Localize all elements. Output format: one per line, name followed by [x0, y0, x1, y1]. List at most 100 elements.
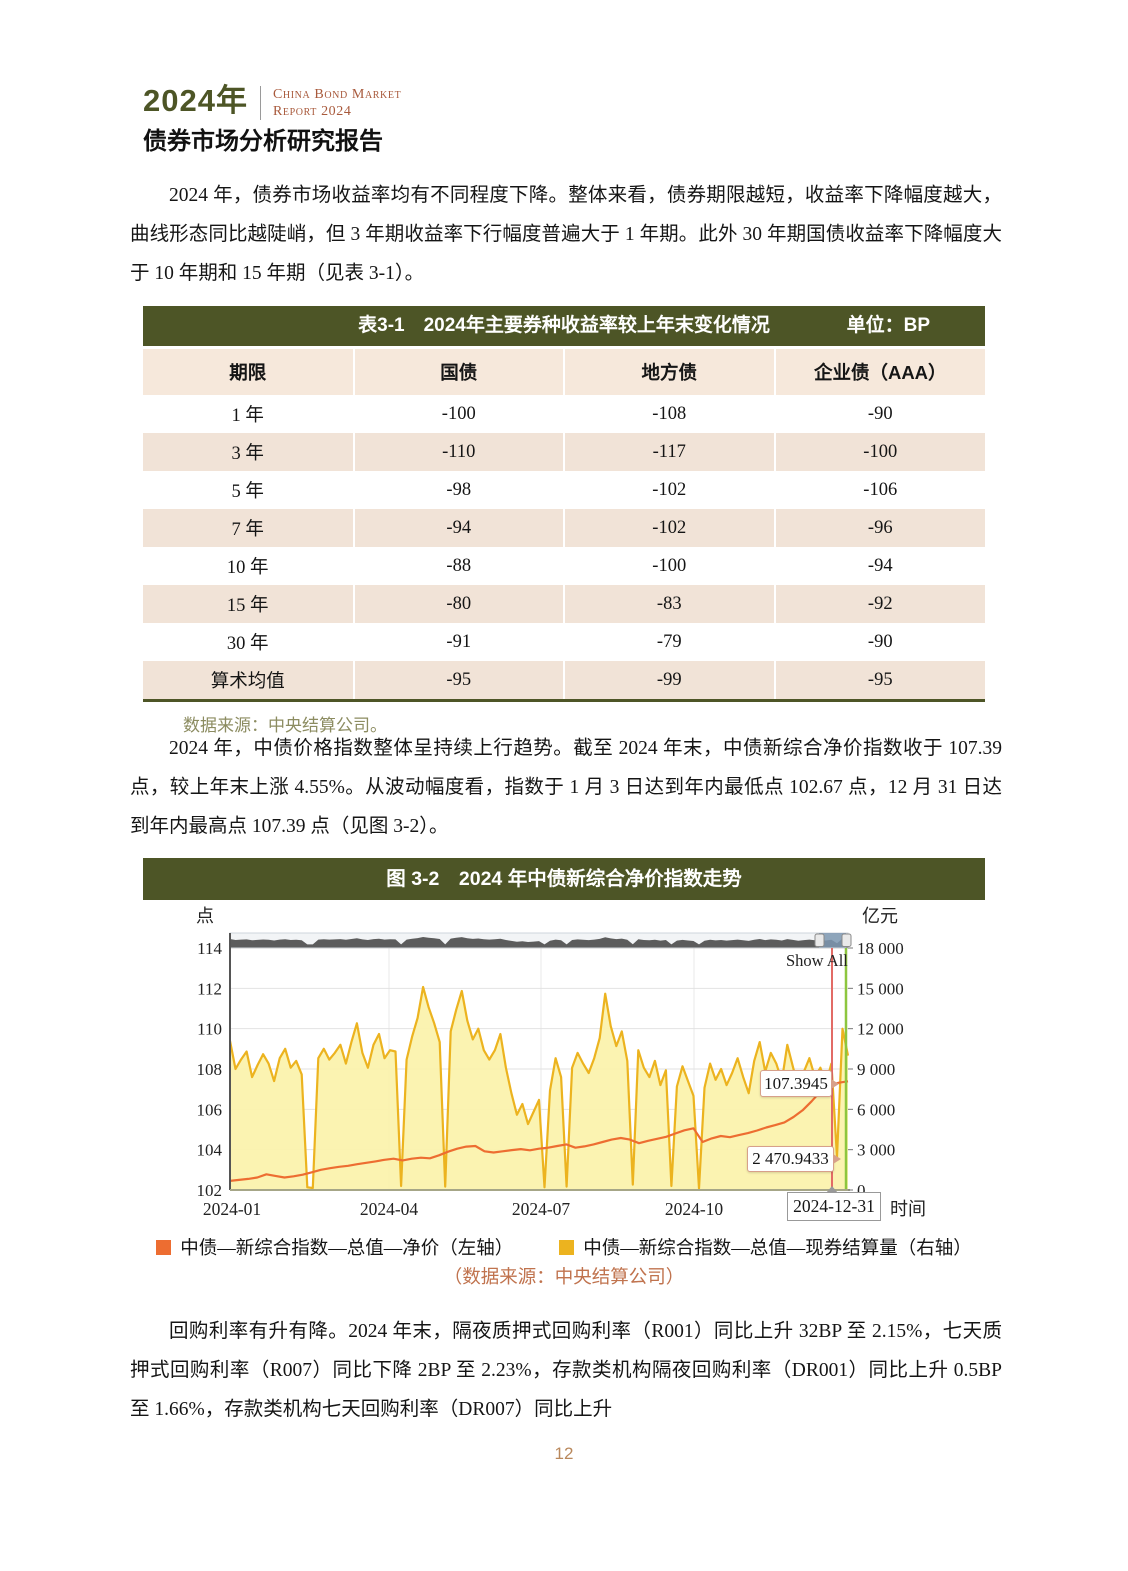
svg-text:3 000: 3 000 — [857, 1141, 895, 1160]
table-cell: -100 — [563, 547, 775, 585]
legend-label: 中债—新综合指数—总值—净价（左轴） — [180, 1239, 514, 1259]
table-3-1-block: 表3-1 2024年主要券种收益率较上年末变化情况 单位：BP 期限 国债 地方债企… — [143, 306, 985, 736]
table-row: 15 年 -80 -83 -92 — [143, 585, 985, 623]
x-axis-title: 时间 — [890, 1199, 926, 1219]
zoom-window[interactable] — [819, 933, 846, 948]
brand-block: 2024年 China Bond Market Report 2024 — [143, 84, 401, 120]
figure-chart-canvas[interactable]: 102 104 106 108 110 112 114 0 3 000 6 000 9 000 12 … — [143, 900, 1005, 1230]
table-cell: 15 年 — [143, 585, 354, 623]
table-cell: -95 — [352, 661, 564, 701]
table-cell: -106 — [773, 471, 985, 509]
axis-pointer-label: 2024-12-31 — [787, 1186, 881, 1221]
chart-legend: 中债—新综合指数—总值—净价（左轴） 中债—新综合指数—总值—现券结算量（右轴） — [0, 1234, 1128, 1260]
brand-english: China Bond Market Report 2024 — [273, 84, 401, 120]
table-cell: 5 年 — [231, 482, 264, 502]
brand-divider — [259, 86, 261, 120]
table-cell: 30 年 — [226, 634, 269, 654]
table-cell: 3 年 — [143, 433, 354, 471]
table-cell: -100 — [352, 395, 564, 433]
svg-text:18 000: 18 000 — [857, 939, 904, 958]
table-cell: 7 年 — [143, 509, 354, 547]
show-all-button[interactable]: Show All — [786, 951, 848, 970]
table-cell: -102 — [563, 471, 775, 509]
svg-text:2024-10: 2024-10 — [665, 1199, 724, 1219]
table-cell: -79 — [563, 623, 775, 661]
figure-chart: 102 104 106 108 110 112 114 0 3 000 6 000 9 000 12 … — [143, 900, 1005, 1230]
slider-handle-icon[interactable] — [814, 933, 825, 947]
table-unit: 单位：BP — [846, 315, 930, 336]
svg-text:112: 112 — [197, 979, 222, 998]
left-axis-ticks: 102 104 106 108 110 112 114 — [197, 939, 223, 1200]
table-row: 算术均值 -95 -99 -95 — [143, 661, 985, 701]
svg-text:114: 114 — [197, 939, 222, 958]
svg-text:106: 106 — [197, 1100, 223, 1119]
svg-text:0: 0 — [857, 1181, 866, 1200]
brand-en-line1: China Bond Market — [272, 87, 402, 102]
table-header-row: 期限 国债 地方债 企业债（AAA） — [143, 349, 985, 395]
legend-swatch-icon — [156, 1239, 172, 1255]
table-source-note: 数据来源：中央结算公司。 — [183, 716, 387, 735]
volume-line — [228, 985, 850, 1190]
figure-title-bar: 图 3-2 2024 年中债新综合净价指数走势 — [143, 858, 985, 900]
table-cell: -108 — [563, 395, 775, 433]
volume-area — [230, 987, 848, 1190]
table-cell: -94 — [352, 509, 564, 547]
brand-year: 2024年 — [143, 83, 248, 118]
table-cell: -102 — [563, 509, 775, 547]
price-line — [229, 1080, 849, 1182]
right-axis-ticks: 0 3 000 6 000 9 000 12 000 15 000 18 000 — [848, 939, 904, 1200]
legend-item[interactable]: 中债—新综合指数—总值—净价（左轴） — [156, 1234, 513, 1260]
table-cell: -90 — [773, 623, 985, 661]
navigator-preview — [230, 937, 848, 948]
table-cell: -99 — [563, 661, 775, 701]
table-cell: -90 — [773, 395, 985, 433]
table-cell: -83 — [563, 585, 775, 623]
table-cell: -88 — [352, 547, 564, 585]
table-column-header: 国债 — [352, 349, 564, 395]
table-column-header: 地方债 — [563, 349, 775, 395]
svg-text:110: 110 — [197, 1020, 222, 1039]
legend-item[interactable]: 中债—新综合指数—总值—现券结算量（右轴） — [559, 1234, 972, 1260]
table-column-header: 企业债（AAA） — [773, 349, 985, 395]
right-axis-title: 亿元 — [862, 906, 898, 926]
svg-text:104: 104 — [197, 1141, 223, 1160]
paragraph-yields: 2024 年，债券市场收益率均有不同程度下降。整体来看，债券期限越短，收益率下降… — [130, 185, 1002, 284]
doc-title: 债券市场分析研究报告 — [143, 129, 383, 155]
price-tooltip: 107.3945 — [760, 1070, 839, 1097]
figure-caption: （数据来源：中央结算公司） — [443, 1266, 685, 1287]
table-cell: -95 — [773, 661, 985, 701]
legend-label: 中债—新综合指数—总值—现券结算量（右轴） — [583, 1239, 972, 1259]
table-title-bar: 表3-1 2024年主要券种收益率较上年末变化情况 单位：BP — [143, 306, 985, 346]
svg-text:9 000: 9 000 — [857, 1060, 895, 1079]
x-axis-ticks: 2024-01 2024-04 2024-07 2024-10 — [203, 1199, 724, 1219]
page-number: 12 — [554, 1444, 574, 1463]
table-row: 30 年 -91 -79 -90 — [143, 623, 985, 661]
svg-text:15 000: 15 000 — [857, 979, 904, 998]
table-cell: -117 — [563, 433, 775, 471]
paragraph-repo-rates: 回购利率有升有降。2024 年末，隔夜质押式回购利率（R001）同比上升 32B… — [130, 1321, 1002, 1420]
paragraph-index: 2024 年，中债价格指数整体呈持续上行趋势。截至 2024 年末，中债新综合净… — [130, 738, 1002, 837]
table-row: 7 年 -94 -102 -96 — [143, 509, 985, 547]
left-axis-title: 点 — [196, 906, 214, 926]
svg-text:108: 108 — [197, 1060, 223, 1079]
table-cell: -100 — [773, 433, 985, 471]
svg-text:2024-01: 2024-01 — [203, 1199, 261, 1219]
table-row: 5 年 -98 -102 -106 — [143, 471, 985, 509]
table-row: 10 年 -88 -100 -94 — [143, 547, 985, 585]
table-title: 表3-1 2024年主要券种收益率较上年末变化情况 — [358, 315, 770, 336]
volume-tooltip: 2 470.9433 — [747, 1146, 841, 1172]
data-zoom-slider[interactable] — [229, 932, 852, 948]
table-cell: -91 — [352, 623, 564, 661]
slider-handle-icon[interactable] — [841, 933, 852, 947]
table-column-header: 期限 — [143, 349, 354, 395]
yield-change-table: 期限 国债 地方债 企业债（AAA） 1 年 -100 -108 -90 3 年 -110 -11… — [143, 349, 985, 702]
svg-text:12 000: 12 000 — [857, 1020, 904, 1039]
table-cell: -98 — [352, 471, 564, 509]
table-cell: -92 — [773, 585, 985, 623]
svg-text:2024-04: 2024-04 — [360, 1199, 419, 1219]
table-cell: -94 — [773, 547, 985, 585]
table-cell: 算术均值 — [143, 661, 354, 701]
table-cell: 10 年 — [226, 558, 269, 578]
table-cell: -110 — [352, 433, 564, 471]
